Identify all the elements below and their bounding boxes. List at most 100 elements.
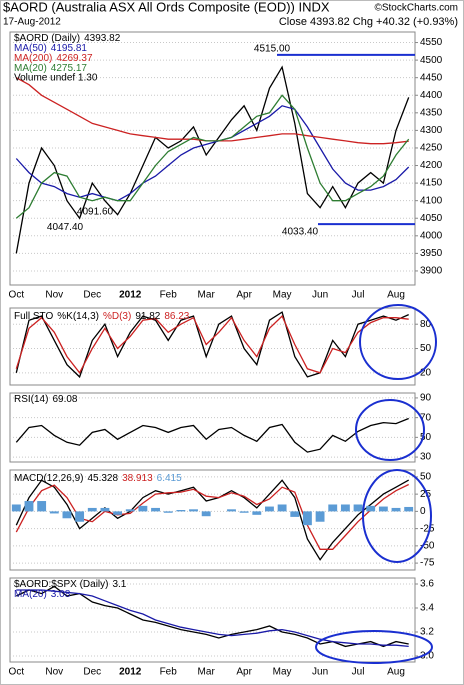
x-tick-label: Aug [387,667,405,678]
histogram-bar [189,509,198,512]
legend-name: $AORD:$SPX (Daily) [14,579,108,590]
legend-value: 3.08 [51,589,71,600]
legend-name: MA(200) [14,53,52,64]
y-tick-label: 50 [420,432,432,443]
x-tick-label: Apr [236,290,252,301]
legend-entry: MA(20) 4275.17 [14,63,87,74]
histogram-bar [125,509,135,512]
annotation: 4033.40 [282,227,319,238]
legend-entry: MA(50) 4195.81 [14,43,87,54]
histogram-bar [277,504,287,512]
circle [355,399,425,461]
histogram-bar [138,505,148,512]
histogram-bar [100,507,110,512]
series-line [15,105,410,202]
histogram-bar [290,511,300,517]
circle [315,630,433,664]
x-tick-label: Aug [387,290,405,301]
x-tick-label: Jun [312,290,328,301]
legend-name: RSI(14) [14,394,48,405]
legend-title: MACD(12,26,9) [14,473,83,484]
legend-value: 69.08 [52,394,77,405]
y-tick-label: 3.4 [420,603,434,614]
y-tick-label: 4250 [420,143,443,154]
histogram-bar [366,505,376,512]
y-tick-label: 90 [420,393,432,404]
histogram-bar [37,501,47,512]
x-tick-label: Jul [352,290,365,301]
panel-frame [9,307,416,386]
series-line [15,479,410,561]
legend-title: Full STO [14,311,53,322]
x-tick-label: May [273,667,292,678]
panel-frame [9,577,416,663]
legend-entry: $AORD (Daily) 4393.82 [14,33,121,44]
x-tick-label: Oct [9,667,25,678]
histogram-bar [252,511,262,515]
histogram-bar [151,507,160,512]
panel-frame [9,392,416,463]
credit: ©StockCharts.com [374,3,458,14]
histogram-bar [391,507,401,512]
y-tick-label: 3950 [420,248,443,259]
histogram-bar [113,511,123,515]
y-tick-label: 4400 [420,90,443,101]
y-tick-label: 30 [420,452,432,463]
x-tick-label: Oct [9,290,25,301]
y-tick-label: 3900 [420,266,443,277]
legend-note: Volume undef 1.30 [14,73,98,84]
x-tick-label: 2012 [119,667,142,678]
x-tick-label: Nov [45,667,63,678]
legend-name: MA(50) [14,43,47,54]
series-line [15,65,410,254]
legend-name: $AORD (Daily) [14,33,80,44]
x-tick-label: Dec [83,667,101,678]
x-tick-label: Apr [236,667,252,678]
annotation: 4515.00 [254,43,291,54]
y-tick-label: 4200 [420,160,443,171]
hand-annotations [315,304,437,664]
y-tick-label: -50 [420,541,435,552]
circle [359,304,437,380]
annotation: 4091.60 [77,206,114,217]
series-line [16,585,409,648]
legend-value: 3.1 [112,579,126,590]
y-tick-label: 4300 [420,125,443,136]
legend-name: %K(14,3) [57,311,99,322]
y-tick-label: 3.6 [420,579,434,590]
legend-value: 86.23 [164,311,189,322]
legend-value: 45.328 [87,473,118,484]
x-tick-label: Dec [83,290,101,301]
histogram-bar [87,507,97,512]
histogram-bar [353,504,363,512]
y-tick-label: 4350 [420,107,443,118]
y-tick-label: 70 [420,412,432,423]
legend-name: MA(20) [14,589,47,600]
x-tick-label: Feb [160,290,178,301]
y-tick-label: 4050 [420,213,443,224]
quote: Close 4393.82 Chg +40.32 (+0.93%) [279,16,458,28]
histogram-bar [315,511,325,522]
series-line [15,314,409,374]
histogram-bar [239,511,249,513]
legend-value: 4195.81 [51,43,88,54]
histogram-bar [378,506,388,512]
series-line [15,311,409,379]
circle [362,469,432,563]
y-tick-label: -75 [420,558,435,569]
legend-value: 4275.17 [51,63,88,74]
y-tick-label: 3.2 [420,627,434,638]
histogram-bar [11,504,21,512]
legend-entry: MA(20) 3.08 [14,589,71,600]
histogram-bar [328,504,338,512]
y-tick-label: 4000 [420,230,443,241]
histogram-bar [176,510,186,512]
panels: 3900 3950 4000 4050 4100 4150 4200 4250 4300 4350… [9,31,443,678]
legend-entry: $AORD:$SPX (Daily) 3.1 [14,579,127,590]
legend-value: 91.82 [135,311,160,322]
histogram-bar [227,509,236,512]
y-tick-label: 4100 [420,195,443,206]
legend: Full STO %K(14,3) %D(3) 91.82 86.23 [14,311,190,322]
x-tick-label: Mar [198,667,216,678]
